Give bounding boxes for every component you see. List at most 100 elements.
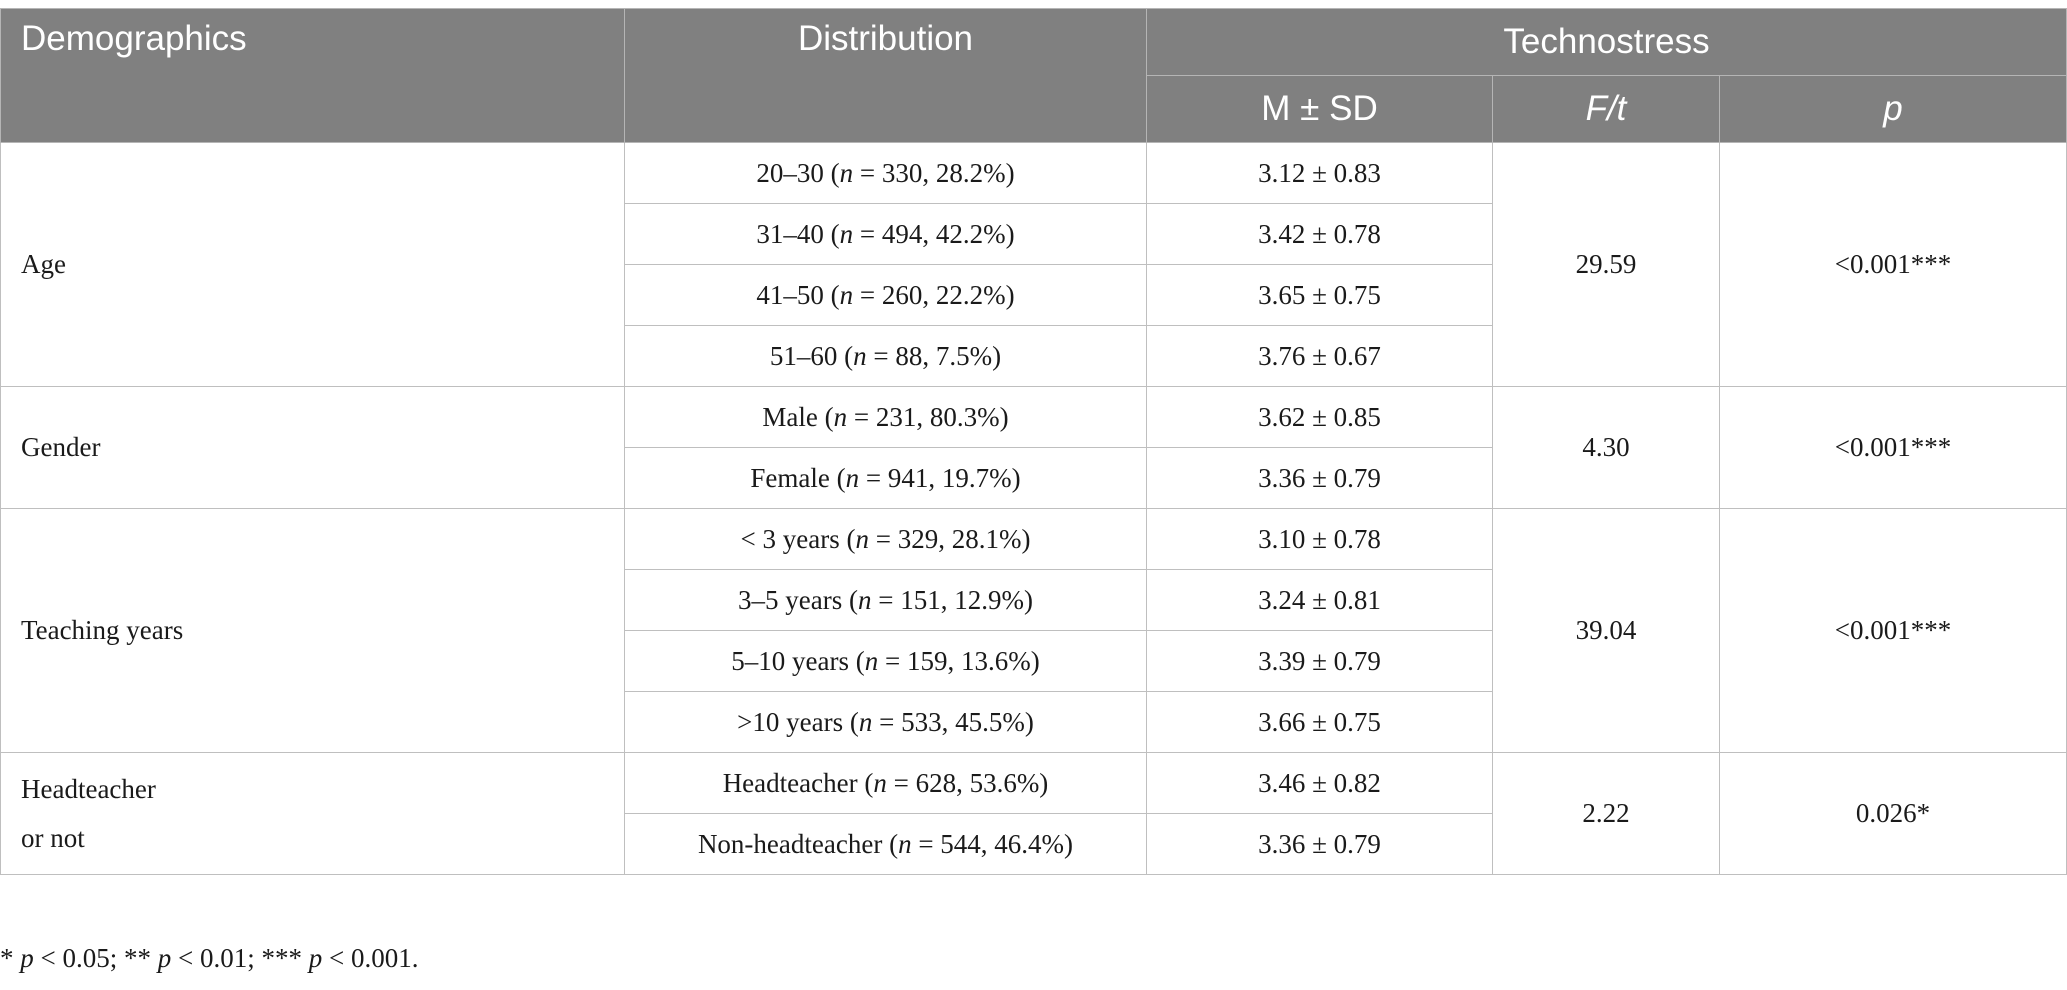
footnote-p-symbol: p — [20, 943, 34, 973]
distribution-cell: 20–30 (n = 330, 28.2%) — [624, 142, 1147, 204]
group-label-line1: Headteacher — [21, 773, 156, 804]
m-sd-cell: 3.66 ± 0.75 — [1146, 691, 1493, 753]
p-cell: <0.001*** — [1718, 508, 2067, 753]
n-value: = 533, 45.5%) — [879, 706, 1034, 737]
category-text: 51–60 — [769, 340, 838, 371]
header-m-sd: M ± SD — [1146, 75, 1493, 143]
p-cell: <0.001*** — [1718, 386, 2067, 509]
f-t-cell: 39.04 — [1492, 508, 1720, 753]
header-technostress: Technostress — [1145, 8, 2067, 76]
table-row: Teaching years < 3 years (n = 329, 28.1%… — [0, 508, 2067, 753]
m-sd-cell: 3.12 ± 0.83 — [1146, 142, 1493, 204]
n-symbol: n — [873, 767, 887, 798]
n-symbol: n — [855, 523, 869, 554]
category-text: Non-headteacher — [697, 828, 883, 859]
m-sd-cell: 3.39 ± 0.79 — [1146, 630, 1493, 692]
f-t-cell: 4.30 — [1492, 386, 1720, 509]
demographics-technostress-table: Demographics Distribution Technostress M… — [0, 8, 2067, 875]
table-row: Gender Male (n = 231, 80.3%) 3.62 ± 0.85… — [0, 386, 2067, 509]
table-row: Non-headteacher (n = 544, 46.4%) 3.36 ± … — [1, 813, 2067, 875]
f-t-cell: 29.59 — [1492, 142, 1720, 387]
n-symbol: n — [839, 157, 854, 188]
n-value: = 159, 13.6%) — [885, 645, 1040, 676]
category-text: 41–50 — [756, 279, 824, 310]
n-symbol: n — [845, 462, 860, 493]
footnote-p-symbol: p — [157, 943, 172, 973]
distribution-cell: Non-headteacher (n = 544, 46.4%) — [624, 813, 1147, 875]
footnote-text: < 0.05; ** — [33, 943, 158, 973]
p-cell: 0.026* — [1718, 752, 2067, 875]
n-value: = 151, 12.9%) — [878, 584, 1033, 615]
distribution-cell: 5–10 years (n = 159, 13.6%) — [624, 630, 1147, 692]
group-label-line2: or not — [21, 822, 85, 853]
n-symbol: n — [839, 218, 854, 249]
header-row-sub: M ± SD F/t p — [1, 75, 2067, 143]
distribution-cell: Headteacher (n = 628, 53.6%) — [624, 752, 1147, 814]
table-row: 51–60 (n = 88, 7.5%) 3.76 ± 0.67 — [1, 325, 2067, 387]
f-t-cell: 2.22 — [1492, 752, 1720, 875]
footnote-text: * — [0, 943, 21, 973]
n-value: = 231, 80.3%) — [853, 401, 1009, 432]
category-text: >10 years — [737, 706, 844, 737]
p-cell: <0.001*** — [1718, 142, 2067, 387]
footnote-p-symbol: p — [308, 943, 323, 973]
m-sd-cell: 3.46 ± 0.82 — [1146, 752, 1493, 814]
header-p: p — [1718, 75, 2067, 143]
footnote-text: < 0.001. — [322, 943, 419, 973]
category-text: 31–40 — [756, 218, 824, 249]
distribution-cell: < 3 years (n = 329, 28.1%) — [624, 508, 1147, 570]
header-demographics: Demographics — [0, 8, 625, 143]
m-sd-cell: 3.36 ± 0.79 — [1146, 447, 1493, 509]
n-symbol: n — [853, 340, 867, 371]
m-sd-cell: 3.10 ± 0.78 — [1146, 508, 1493, 570]
n-symbol: n — [839, 279, 854, 310]
header-f-t: F/t — [1492, 75, 1720, 143]
table-row: Headteacher or not Headteacher (n = 628, … — [0, 752, 2067, 875]
table-row: 5–10 years (n = 159, 13.6%) 3.39 ± 0.79 — [1, 630, 2067, 692]
n-value: = 628, 53.6%) — [893, 767, 1049, 798]
category-text: Female — [750, 462, 830, 493]
n-symbol: n — [864, 645, 879, 676]
m-sd-cell: 3.76 ± 0.67 — [1146, 325, 1493, 387]
n-symbol: n — [858, 584, 872, 615]
header-row-top: Demographics Distribution Technostress — [0, 8, 2067, 143]
m-sd-cell: 3.24 ± 0.81 — [1146, 569, 1493, 631]
category-text: 3–5 years — [738, 584, 843, 615]
n-value: = 88, 7.5%) — [873, 340, 1002, 371]
category-text: 5–10 years — [731, 645, 849, 676]
n-value: = 329, 28.1%) — [875, 523, 1031, 554]
distribution-cell: 51–60 (n = 88, 7.5%) — [624, 325, 1147, 387]
category-text: Male — [762, 401, 818, 432]
footnote-text: < 0.01; *** — [171, 943, 309, 973]
category-text: Headteacher — [722, 767, 858, 798]
group-label-teaching-years: Teaching years — [0, 508, 625, 753]
category-text: < 3 years — [740, 523, 840, 554]
group-label-age: Age — [0, 142, 625, 387]
n-value: = 330, 28.2%) — [859, 157, 1015, 188]
table-row: Age 20–30 (n = 330, 28.2%) 3.12 ± 0.83 2… — [0, 142, 2067, 387]
group-label-gender: Gender — [0, 386, 625, 509]
distribution-cell: >10 years (n = 533, 45.5%) — [624, 691, 1147, 753]
group-label-headteacher: Headteacher or not — [0, 752, 625, 875]
distribution-cell: 3–5 years (n = 151, 12.9%) — [624, 569, 1147, 631]
significance-footnote: * p < 0.05; ** p < 0.01; *** p < 0.001. — [0, 943, 418, 974]
distribution-cell: Female (n = 941, 19.7%) — [624, 447, 1147, 509]
m-sd-cell: 3.65 ± 0.75 — [1146, 264, 1493, 326]
distribution-cell: 41–50 (n = 260, 22.2%) — [624, 264, 1147, 326]
header-distribution: Distribution — [624, 8, 1147, 143]
distribution-cell: Male (n = 231, 80.3%) — [624, 386, 1147, 448]
n-symbol: n — [858, 706, 873, 737]
n-value: = 941, 19.7%) — [865, 462, 1021, 493]
n-symbol: n — [898, 828, 912, 859]
n-value: = 494, 42.2%) — [859, 218, 1015, 249]
table-row: 3–5 years (n = 151, 12.9%) 3.24 ± 0.81 — [1, 569, 2067, 631]
m-sd-cell: 3.62 ± 0.85 — [1146, 386, 1493, 448]
category-text: 20–30 — [756, 157, 824, 188]
m-sd-cell: 3.36 ± 0.79 — [1146, 813, 1493, 875]
table-row: Female (n = 941, 19.7%) 3.36 ± 0.79 — [1, 447, 2067, 509]
m-sd-cell: 3.42 ± 0.78 — [1146, 203, 1493, 265]
n-value: = 544, 46.4%) — [918, 828, 1074, 859]
table-row: 41–50 (n = 260, 22.2%) 3.65 ± 0.75 — [1, 264, 2067, 326]
n-symbol: n — [833, 401, 848, 432]
n-value: = 260, 22.2%) — [859, 279, 1015, 310]
